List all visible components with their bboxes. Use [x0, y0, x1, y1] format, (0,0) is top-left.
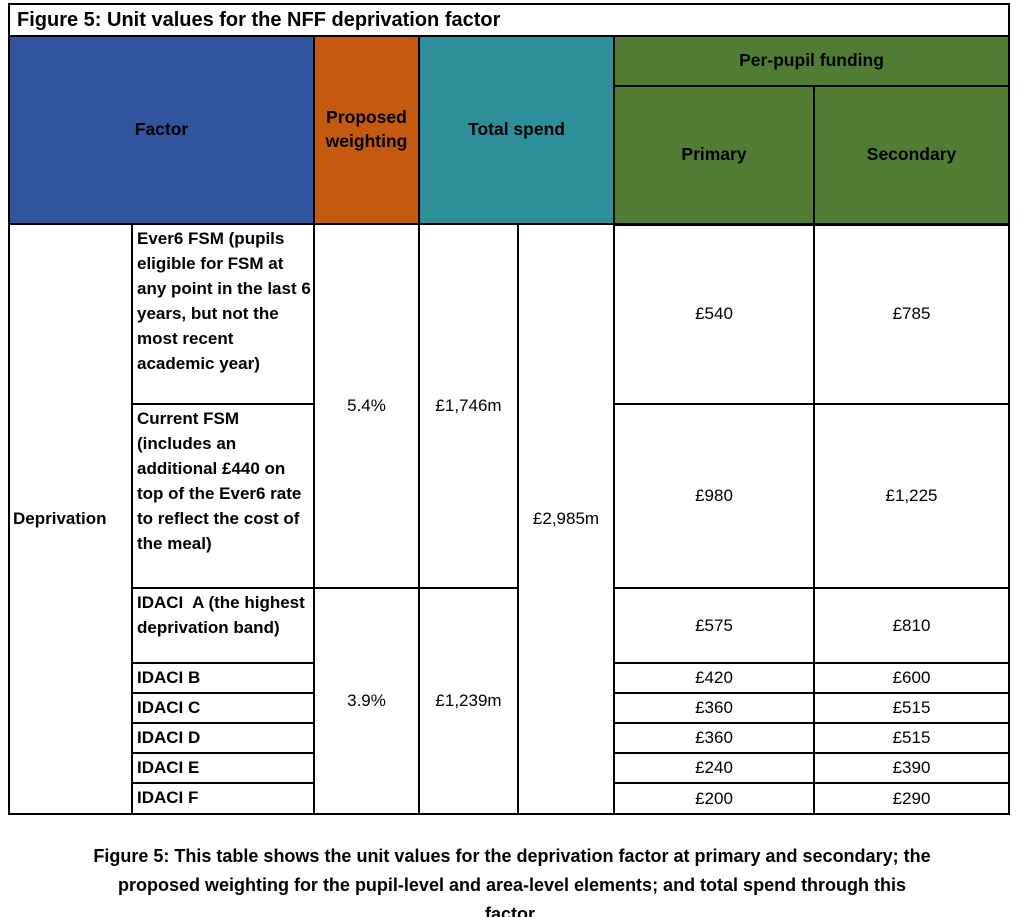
spend-cell-fsm: £1,746m — [418, 223, 519, 589]
header-secondary: Secondary — [812, 85, 1011, 226]
primary-value-idaci-f: £200 — [613, 782, 815, 815]
factor-cell-idaci-c: IDACI C — [131, 692, 315, 724]
secondary-value-idaci-e: £390 — [812, 752, 1011, 784]
factor-cell-idaci-d: IDACI D — [131, 722, 315, 754]
primary-value-ever6: £540 — [613, 223, 815, 405]
primary-value-idaci-c: £360 — [613, 692, 815, 724]
figure-caption: Figure 5: This table shows the unit valu… — [7, 842, 1017, 917]
factor-cell-current-fsm: Current FSM (includes an additional £440… — [131, 403, 315, 589]
header-proposed-weighting: Proposed weighting — [313, 35, 420, 225]
secondary-value-idaci-c: £515 — [812, 692, 1011, 724]
header-row-top: Factor Proposed weighting Total spend Pe… — [8, 35, 1011, 225]
weighting-cell-idaci: 3.9% — [313, 587, 420, 815]
primary-value-current-fsm: £980 — [613, 403, 815, 589]
caption-line-1: Figure 5: This table shows the unit valu… — [93, 846, 931, 866]
factor-cell-ever6-fsm: Ever6 FSM (pupils eligible for FSM at an… — [131, 223, 315, 405]
title-row: Figure 5: Unit values for the NFF depriv… — [7, 3, 1011, 37]
factor-cell-idaci-f: IDACI F — [131, 782, 315, 815]
table-row-idaci-e: IDACI E £240 £390 — [9, 752, 1011, 784]
factor-cell-idaci-e: IDACI E — [131, 752, 315, 784]
secondary-value-idaci-a: £810 — [812, 587, 1011, 664]
figure-title: Figure 5: Unit values for the NFF depriv… — [7, 3, 1011, 37]
header-per-pupil-funding: Per-pupil funding — [612, 35, 1011, 87]
secondary-value-current-fsm: £1,225 — [812, 403, 1011, 589]
secondary-value-idaci-d: £515 — [812, 722, 1011, 754]
secondary-value-idaci-b: £600 — [812, 662, 1011, 694]
table-row-idaci-b: IDACI B £420 £600 — [9, 662, 1011, 694]
header-row-sub: Primary Secondary — [9, 85, 1011, 226]
spend-cell-idaci: £1,239m — [418, 587, 519, 815]
primary-value-idaci-e: £240 — [613, 752, 815, 784]
header-factor: Factor — [8, 35, 315, 225]
table-row-ever6-fsm: Deprivation Ever6 FSM (pupils eligible f… — [8, 223, 1011, 815]
caption-line-3: factor. — [484, 904, 540, 917]
factor-cell-idaci-a: IDACI A (the highest deprivation band) — [131, 587, 315, 664]
cell-deprivation-group: Deprivation — [8, 223, 133, 815]
weighting-cell-fsm: 5.4% — [313, 223, 420, 589]
factor-cell-idaci-b: IDACI B — [131, 662, 315, 694]
secondary-value-idaci-f: £290 — [812, 782, 1011, 815]
primary-value-idaci-a: £575 — [613, 587, 815, 664]
caption-line-2: proposed weighting for the pupil-level a… — [117, 875, 907, 895]
header-total-spend: Total spend — [418, 35, 615, 225]
table-row-idaci-c: IDACI C £360 £515 — [9, 692, 1011, 724]
header-primary: Primary — [613, 85, 815, 226]
table-row-idaci-a: IDACI A (the highest deprivation band) 3… — [9, 587, 1011, 815]
secondary-value-ever6: £785 — [812, 223, 1011, 405]
figure5-table: Figure 5: Unit values for the NFF depriv… — [7, 3, 1011, 815]
table-row-idaci-d: IDACI D £360 £515 — [9, 722, 1011, 754]
primary-value-idaci-b: £420 — [613, 662, 815, 694]
spend-cell-total: £2,985m — [517, 223, 615, 815]
table-row-idaci-f: IDACI F £200 £290 — [9, 782, 1011, 815]
primary-value-idaci-d: £360 — [613, 722, 815, 754]
table-row-current-fsm: Current FSM (includes an additional £440… — [9, 403, 1011, 589]
